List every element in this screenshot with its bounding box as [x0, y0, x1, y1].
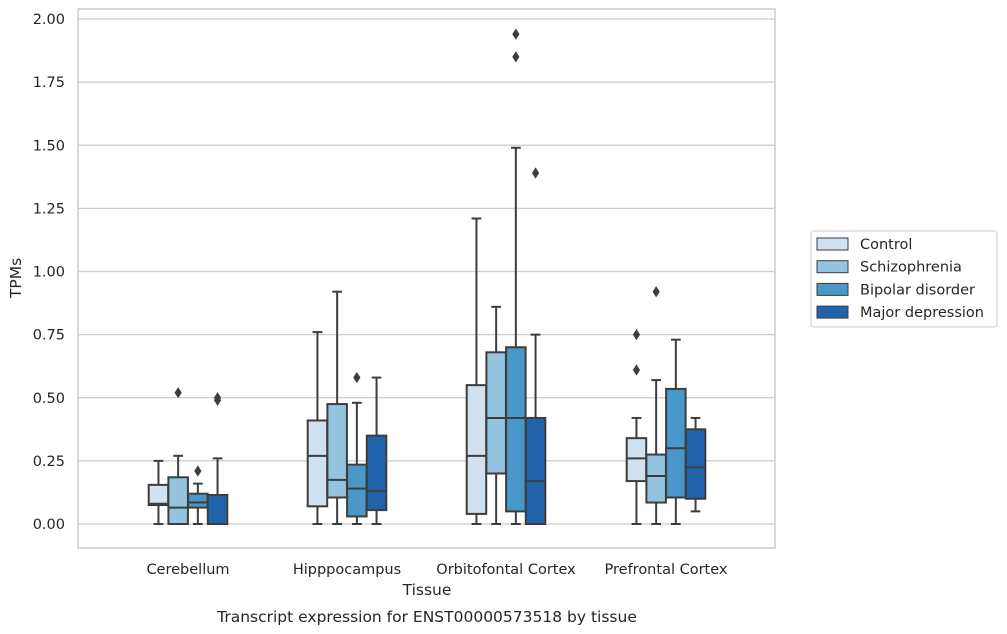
box-iqr — [684, 428, 707, 500]
outlier-point — [353, 371, 361, 384]
outlier-point — [174, 387, 182, 399]
legend: Control Schizophrenia Bipolar disorder Majo… — [810, 230, 998, 328]
y-tick-label: 1.00 — [33, 265, 65, 281]
x-tick-label: Hipppocampus — [293, 562, 401, 578]
legend-label: Bipolar disorder — [860, 282, 975, 298]
box-schizophrenia — [326, 290, 348, 525]
box-bipolar-disorder — [346, 371, 368, 525]
box-schizophrenia — [645, 286, 667, 525]
x-tick-label: Cerebellum — [146, 562, 229, 578]
chart-caption: Transcript expression for ENST0000057351… — [216, 608, 637, 626]
box-major-depression — [524, 167, 547, 526]
legend-label: Schizophrenia — [860, 260, 962, 276]
legend-swatch — [816, 237, 849, 251]
box-major-depression — [206, 392, 229, 525]
outlier-point — [632, 329, 641, 341]
x-tick-label: Orbitofontal Cortex — [436, 562, 576, 578]
box-iqr — [485, 351, 507, 475]
box-groups — [147, 28, 707, 526]
box-iqr — [505, 346, 527, 513]
legend-frame — [810, 230, 998, 328]
box-bipolar-disorder — [505, 28, 527, 525]
y-tick-label: 0.50 — [33, 391, 65, 407]
y-tick-label: 1.75 — [33, 75, 65, 91]
plot-frame — [77, 8, 776, 549]
box-major-depression — [684, 416, 707, 513]
box-control — [465, 217, 488, 525]
outlier-point — [194, 465, 202, 477]
box-iqr — [147, 483, 170, 507]
y-tick-label: 1.50 — [33, 138, 65, 154]
legend-swatch — [816, 305, 849, 319]
legend-label: Control — [860, 237, 912, 253]
box-iqr — [645, 453, 667, 504]
x-tick-labels: Cerebellum Hipppocampus Orbitofontal Corte… — [146, 562, 727, 578]
x-tick-label: Prefrontal Cortex — [605, 562, 728, 578]
y-axis-title: TPMs — [7, 258, 25, 299]
box-iqr — [326, 403, 348, 499]
outlier-point — [512, 28, 520, 40]
box-bipolar-disorder — [665, 338, 687, 525]
box-iqr — [665, 387, 687, 499]
outlier-point — [652, 286, 660, 298]
box-iqr — [465, 384, 488, 515]
box-schizophrenia — [485, 305, 507, 525]
box-iqr — [206, 493, 229, 525]
legend-swatch — [816, 282, 849, 296]
box-major-depression — [365, 376, 388, 525]
box-iqr — [625, 437, 648, 483]
y-tick-label: 2.00 — [33, 12, 65, 28]
outlier-point — [213, 392, 222, 404]
box-iqr — [306, 419, 329, 508]
outlier-point — [512, 51, 520, 63]
legend-swatch — [816, 260, 849, 274]
y-tick-label: 0.00 — [33, 517, 65, 533]
x-axis-title: Tissue — [402, 581, 452, 599]
y-tick-label: 1.25 — [33, 201, 65, 217]
box-iqr — [365, 434, 388, 512]
outlier-point — [632, 364, 641, 376]
box-iqr — [524, 416, 547, 526]
box-iqr — [187, 492, 209, 509]
legend-label: Major depression — [860, 305, 984, 321]
box-iqr — [346, 463, 368, 518]
outlier-point — [531, 167, 540, 179]
y-tick-label: 0.75 — [33, 328, 65, 344]
y-tick-label: 0.25 — [33, 454, 65, 470]
box-iqr — [167, 476, 189, 526]
y-tick-labels: 0.00 0.25 0.50 0.75 1.00 1.25 1.50 1.75 2.00 — [33, 12, 65, 533]
